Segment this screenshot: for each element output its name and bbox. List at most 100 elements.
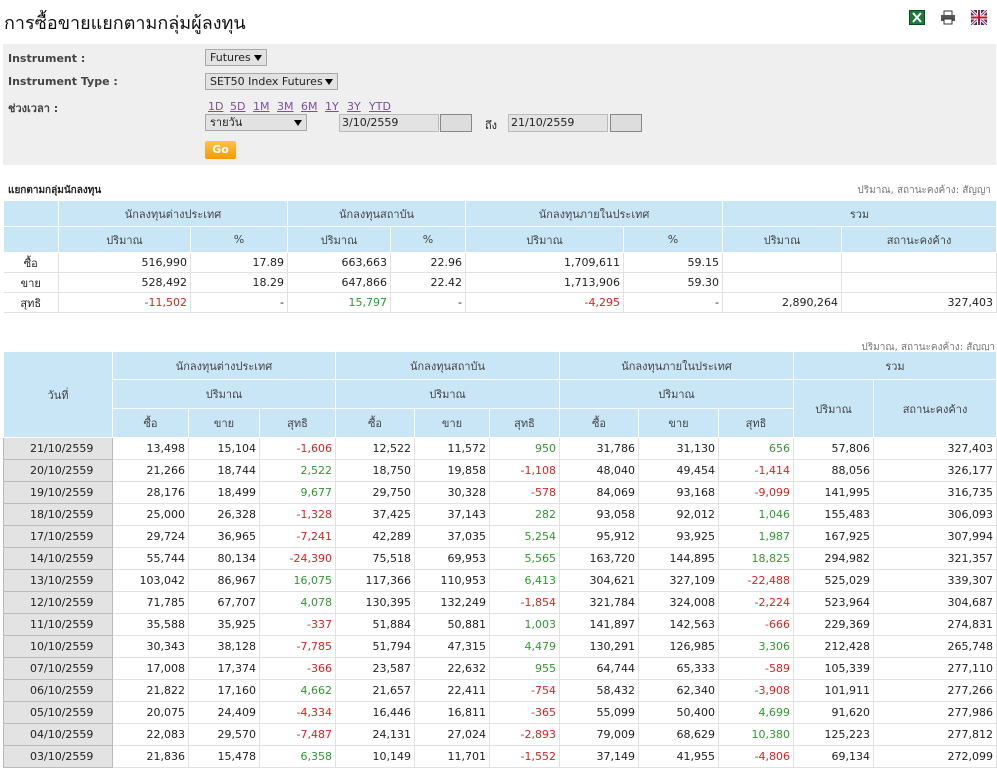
cell: 15,104 (188, 437, 260, 460)
cell: 117,366 (335, 569, 415, 592)
cell: 327,403 (873, 437, 997, 460)
volume-header: ปริมาณ (112, 379, 336, 409)
cell: 41,955 (638, 745, 719, 768)
daily-row: 03/10/2559 21,836 15,478 6,358 10,149 11,701-… (3, 745, 997, 768)
cell: 64,744 (559, 657, 639, 680)
cell: 13,498 (112, 437, 189, 460)
side-header: ขาย (638, 408, 719, 438)
cell: 10,149 (335, 745, 415, 768)
cell: 163,720 (559, 547, 639, 570)
calendar-button[interactable] (440, 114, 472, 132)
cell: 1,987 (718, 525, 795, 548)
cell: 265,748 (873, 635, 997, 658)
empty-cell (722, 252, 843, 273)
side-header: ซื้อ (559, 408, 639, 438)
cell: 321,357 (873, 547, 997, 570)
cell: 5,254 (489, 525, 560, 548)
cell: 316,735 (873, 481, 997, 504)
cell: 647,866 (287, 272, 392, 293)
date-cell: 05/10/2559 (3, 701, 113, 724)
english-flag-icon[interactable] (971, 10, 987, 25)
side-header: ซื้อ (335, 408, 415, 438)
column-header: % (189, 226, 289, 253)
group-header: นักลงทุนสถาบัน (287, 200, 467, 227)
period-link[interactable]: 3M (277, 100, 294, 113)
cell: 27,024 (414, 723, 490, 746)
cell: 95,912 (559, 525, 639, 548)
date-cell: 12/10/2559 (3, 591, 113, 614)
cell: 57,806 (793, 437, 875, 460)
cell: 22.42 (390, 272, 467, 293)
cell: 101,911 (793, 679, 875, 702)
cell: 93,925 (638, 525, 719, 548)
cell: -2,893 (489, 723, 560, 746)
row-label: ขาย (3, 272, 59, 293)
cell: 130,395 (335, 591, 415, 614)
cell: 155,483 (793, 503, 875, 526)
instrument-type-value: SET50 Index Futures (210, 75, 323, 88)
cell: 15,478 (188, 745, 260, 768)
period-link[interactable]: 1D (208, 100, 224, 113)
search-form: Instrument : Futures Instrument Type : S… (3, 44, 996, 165)
interval-select[interactable]: รายวัน (205, 114, 307, 131)
cell: 327,109 (638, 569, 719, 592)
total-header: ปริมาณ (793, 379, 875, 438)
instrument-select[interactable]: Futures (205, 49, 267, 66)
summary-row: สุทธิ -11,502-15,797- -4,295-2,890,264 327,… (3, 292, 997, 313)
cell: -4,806 (718, 745, 795, 768)
cell: 523,964 (793, 591, 875, 614)
daily-row: 10/10/2559 30,343 38,128 -7,785 51,794 47,315… (3, 635, 997, 658)
empty-cell (841, 252, 997, 273)
cell: 59.30 (623, 272, 724, 293)
cell: 30,343 (112, 635, 189, 658)
cell: 47,315 (414, 635, 490, 658)
column-header: ปริมาณ (58, 226, 191, 253)
period-link[interactable]: 3Y (347, 100, 361, 113)
period-link[interactable]: 1Y (325, 100, 339, 113)
period-label: ช่วงเวลา : (8, 102, 59, 115)
cell: 11,701 (414, 745, 490, 768)
cell: 142,563 (638, 613, 719, 636)
date-cell: 11/10/2559 (3, 613, 113, 636)
date-cell: 13/10/2559 (3, 569, 113, 592)
to-label: ถึง (485, 119, 498, 132)
period-link[interactable]: 1M (253, 100, 270, 113)
side-header: สุทธิ (489, 408, 560, 438)
cell: 31,130 (638, 437, 719, 460)
cell: 22,083 (112, 723, 189, 746)
cell: 31,786 (559, 437, 639, 460)
cell: 17,374 (188, 657, 260, 680)
cell: 141,897 (559, 613, 639, 636)
cell: 125,223 (793, 723, 875, 746)
cell: 4,078 (259, 591, 336, 614)
cell: 23,587 (335, 657, 415, 680)
cell: 91,620 (793, 701, 875, 724)
empty-cell (722, 272, 843, 293)
go-button[interactable]: Go (205, 141, 236, 159)
excel-icon[interactable] (909, 10, 925, 25)
period-link[interactable]: 6M (301, 100, 318, 113)
instrument-type-select[interactable]: SET50 Index Futures (205, 73, 338, 90)
cell: 11,572 (414, 437, 490, 460)
calendar-button[interactable] (610, 114, 642, 132)
period-link[interactable]: 5D (230, 100, 246, 113)
cell: 25,000 (112, 503, 189, 526)
cell: 277,986 (873, 701, 997, 724)
header-cell (3, 226, 59, 253)
date-cell: 19/10/2559 (3, 481, 113, 504)
print-icon[interactable] (940, 10, 956, 25)
cell: 79,009 (559, 723, 639, 746)
column-header: % (623, 226, 724, 253)
daily-row: 17/10/2559 29,724 36,965 -7,241 42,289 37,035… (3, 525, 997, 548)
period-link[interactable]: YTD (369, 100, 391, 113)
group-header: นักลงทุนต่างประเทศ (112, 351, 336, 380)
cell: 24,409 (188, 701, 260, 724)
cell: 37,425 (335, 503, 415, 526)
cell: -337 (259, 613, 336, 636)
cell: 528,492 (58, 272, 191, 293)
date-from[interactable]: 3/10/2559 (339, 114, 439, 132)
cell: 516,990 (58, 252, 191, 273)
cell: 339,307 (873, 569, 997, 592)
date-to[interactable]: 21/10/2559 (508, 114, 608, 132)
